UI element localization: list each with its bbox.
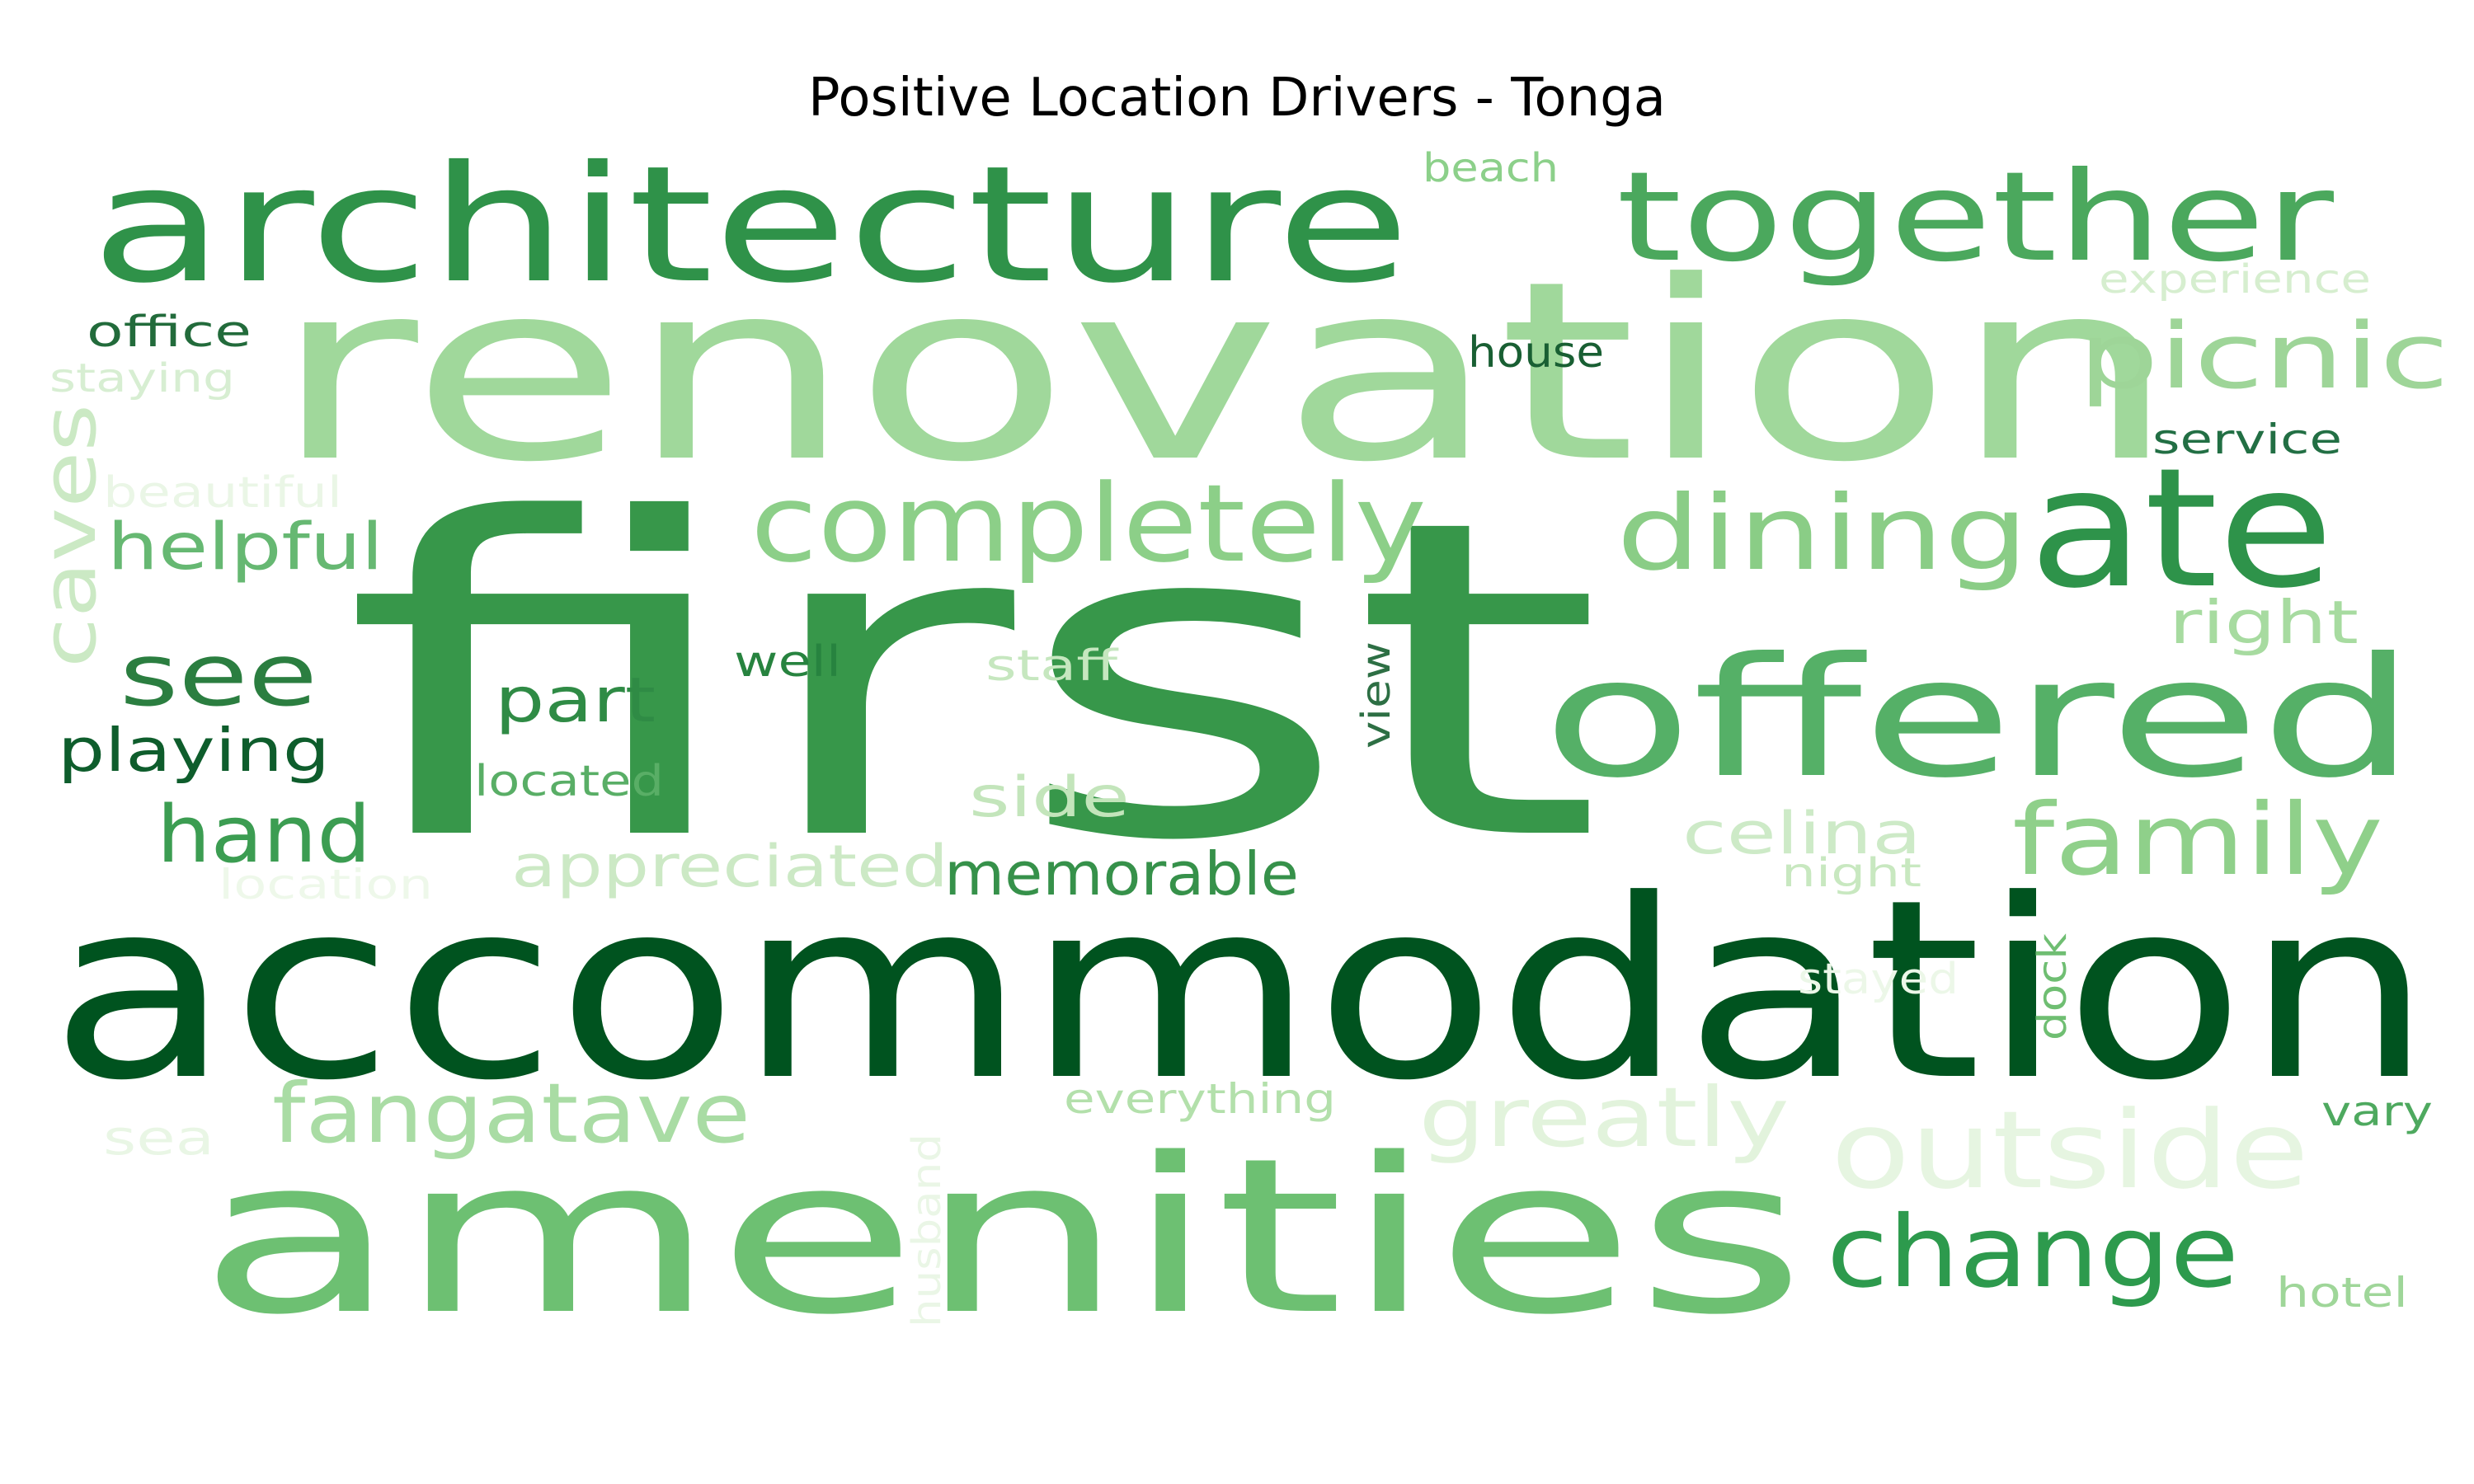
word-service: service: [2152, 416, 2342, 463]
word-staff: staff: [985, 641, 1119, 691]
word-sea: sea: [103, 1110, 214, 1166]
word-part: part: [495, 664, 656, 736]
word-change: change: [1827, 1195, 2239, 1310]
word-playing: playing: [58, 716, 330, 785]
word-see: see: [120, 625, 317, 726]
word-ate: ate: [2029, 433, 2334, 625]
word-husband: husband: [904, 1134, 950, 1327]
word-hand: hand: [157, 790, 371, 881]
word-accommodation: accommodation: [49, 847, 2433, 1134]
word-together: together: [1616, 146, 2334, 289]
word-view: view: [1353, 641, 1399, 749]
word-helpful: helpful: [107, 510, 383, 585]
word-located: located: [474, 757, 664, 806]
word-picnic: picnic: [2078, 303, 2449, 409]
word-everything: everything: [1064, 1075, 1336, 1123]
word-memorable: memorable: [944, 839, 1299, 909]
word-beach: beach: [1423, 145, 1559, 191]
word-location: location: [219, 861, 433, 909]
word-well: well: [734, 637, 841, 687]
word-dock: dock: [2030, 933, 2076, 1040]
word-amenities: amenities: [198, 1113, 1806, 1362]
word-right: right: [2169, 588, 2359, 657]
word-night: night: [1781, 850, 1921, 896]
word-outside: outside: [1831, 1087, 2309, 1213]
word-stayed: stayed: [1798, 955, 1959, 1004]
word-fangatave: fangatave: [272, 1065, 750, 1162]
word-office: office: [87, 308, 252, 357]
word-side: side: [969, 765, 1130, 830]
word-celina: celina: [1682, 800, 1921, 867]
word-architecture: architecture: [91, 131, 1410, 318]
word-family: family: [2012, 783, 2383, 898]
word-house: house: [1468, 328, 1604, 378]
word-renovation: renovation: [272, 228, 2177, 516]
word-vary: vary: [2321, 1087, 2433, 1135]
word-caves: caves: [26, 404, 113, 668]
word-staying: staying: [49, 355, 235, 402]
word-offered: offered: [1542, 622, 2416, 815]
chart-title: Positive Location Drivers - Tonga: [808, 68, 1666, 129]
word-hotel: hotel: [2276, 1269, 2408, 1317]
word-experience: experience: [2099, 256, 2371, 303]
word-first: first: [342, 427, 1604, 936]
word-appreciated: appreciated: [511, 833, 948, 900]
word-completely: completely: [750, 461, 1427, 586]
word-dining: dining: [1616, 474, 2029, 594]
word-beautiful: beautiful: [103, 468, 342, 518]
word-greatly: greatly: [1418, 1069, 1790, 1166]
